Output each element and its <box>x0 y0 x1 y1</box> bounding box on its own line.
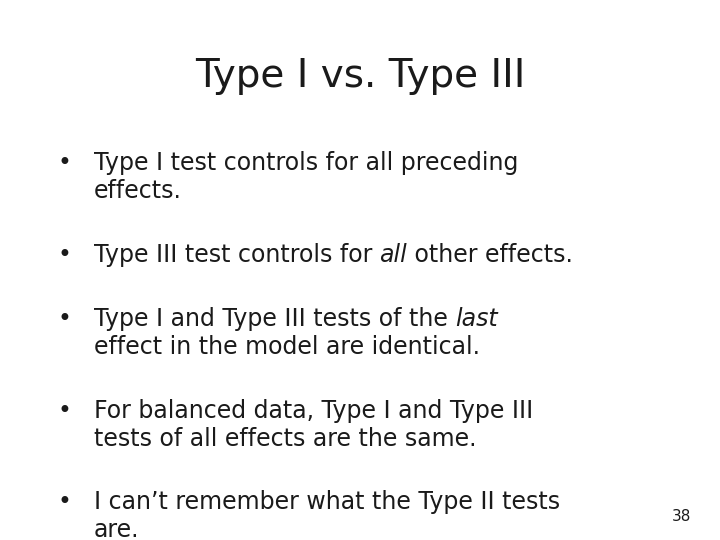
Text: •: • <box>58 243 72 267</box>
Text: Type I test controls for all preceding: Type I test controls for all preceding <box>94 151 518 175</box>
Text: Type I and Type III tests of the: Type I and Type III tests of the <box>94 307 455 330</box>
Text: Type III test controls for: Type III test controls for <box>94 243 379 267</box>
Text: last: last <box>455 307 498 330</box>
Text: other effects.: other effects. <box>408 243 573 267</box>
Text: I can’t remember what the Type II tests: I can’t remember what the Type II tests <box>94 490 559 514</box>
Text: are.: are. <box>94 518 139 540</box>
Text: •: • <box>58 307 72 330</box>
Text: 38: 38 <box>672 509 691 524</box>
Text: effects.: effects. <box>94 179 181 203</box>
Text: tests of all effects are the same.: tests of all effects are the same. <box>94 427 476 450</box>
Text: •: • <box>58 399 72 422</box>
Text: all: all <box>379 243 408 267</box>
Text: For balanced data, Type I and Type III: For balanced data, Type I and Type III <box>94 399 533 422</box>
Text: effect in the model are identical.: effect in the model are identical. <box>94 335 480 359</box>
Text: •: • <box>58 490 72 514</box>
Text: Type I vs. Type III: Type I vs. Type III <box>195 57 525 94</box>
Text: •: • <box>58 151 72 175</box>
